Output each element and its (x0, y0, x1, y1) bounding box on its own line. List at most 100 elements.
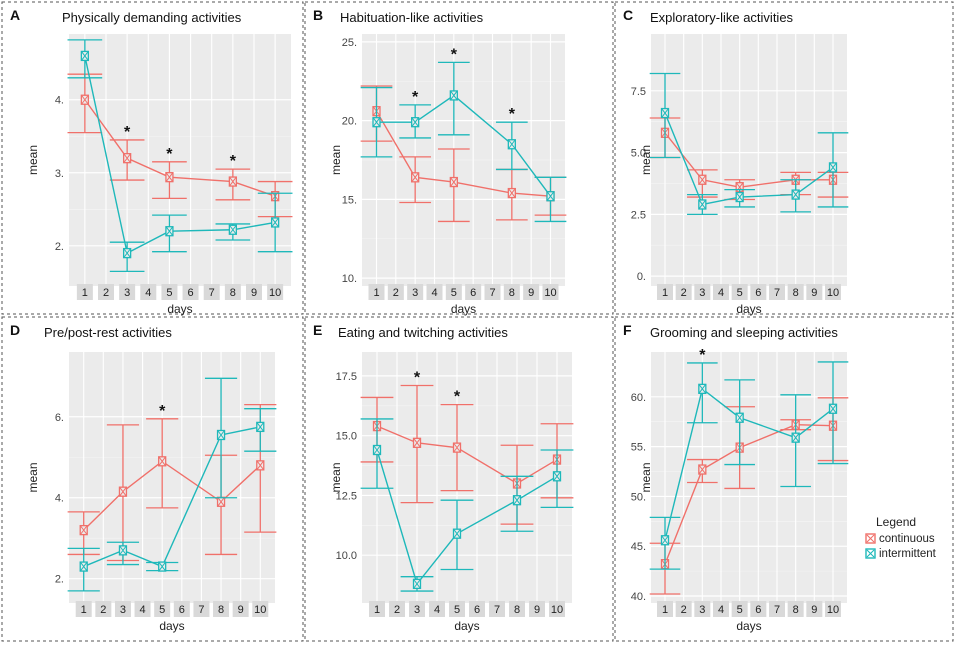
data-point-cross (119, 487, 127, 496)
x-tick-label: 5 (159, 604, 165, 616)
x-tick-label: 6 (188, 287, 194, 299)
x-axis-label: days (736, 302, 761, 316)
x-tick-box (489, 601, 505, 617)
series-intermittent (649, 361, 849, 570)
data-point-cross (119, 546, 127, 555)
y-tick-label: 2. (55, 574, 64, 586)
plot-background (362, 352, 572, 603)
data-point-cross (453, 529, 461, 538)
panel-F: F Grooming and sleeping activities 40. 45. 5… (623, 322, 849, 633)
legend-swatch-intermittent (865, 548, 876, 559)
data-point-cross (158, 562, 166, 571)
x-tick-box (731, 284, 748, 300)
x-tick-box (657, 601, 673, 617)
x-tick-label: 1 (662, 604, 668, 616)
x-tick-label: 10 (544, 287, 556, 299)
data-point-cross (81, 51, 89, 61)
x-tick-box (232, 601, 249, 617)
data-point-cross (229, 177, 237, 186)
x-tick-box (98, 284, 114, 300)
x-tick-label: 3 (124, 287, 130, 299)
y-tick-label: 10. (342, 273, 357, 285)
x-tick-box (694, 284, 711, 300)
x-tick-box (675, 601, 692, 617)
data-point-cross (453, 443, 461, 452)
x-tick-box (787, 601, 804, 617)
x-tick-label: 4 (434, 604, 440, 616)
x-tick-label: 5 (737, 604, 743, 616)
data-point-cross (829, 404, 837, 414)
legend-label-continuous: continuous (879, 533, 935, 545)
x-tick-box (825, 601, 841, 617)
x-tick-box (193, 601, 210, 617)
panel-border-C (614, 1, 954, 315)
legend-swatch-cross (866, 549, 875, 558)
x-tick-box (407, 284, 424, 300)
panel-letter: E (313, 322, 322, 338)
x-tick-box (246, 284, 262, 300)
x-tick-label: 6 (755, 604, 761, 616)
x-tick-label: 4 (718, 604, 724, 616)
y-tick-label: 15.0 (336, 431, 357, 443)
data-point-cross (698, 384, 706, 394)
x-tick-box (368, 284, 385, 300)
x-tick-label: 2 (681, 287, 687, 299)
x-tick-box (389, 601, 405, 617)
x-tick-label: 9 (251, 287, 257, 299)
significance-asterisk: * (699, 347, 706, 364)
x-axis-label: days (451, 302, 476, 316)
x-tick-label: 6 (474, 604, 480, 616)
data-point-cross (661, 108, 669, 118)
y-tick-label: 50. (631, 491, 646, 503)
data-point-cross (217, 430, 225, 440)
x-tick-box (750, 284, 767, 300)
panel-letter: B (313, 7, 323, 23)
data-point-cross (413, 579, 421, 589)
data-point-cross (736, 192, 744, 202)
y-tick-label: 6. (55, 412, 64, 424)
x-tick-box (675, 284, 692, 300)
significance-asterisk: * (454, 389, 461, 406)
y-tick-label: 10.0 (336, 550, 357, 562)
x-tick-box (426, 284, 443, 300)
x-tick-box (114, 601, 131, 617)
legend-title: Legend (876, 515, 916, 529)
y-tick-label: 4. (55, 95, 64, 107)
x-tick-label: 1 (374, 604, 380, 616)
series-intermittent (360, 61, 567, 223)
x-tick-box (769, 284, 785, 300)
x-tick-label: 10 (827, 604, 839, 616)
x-tick-box (769, 601, 785, 617)
panel-border-E (304, 316, 614, 642)
y-tick-label: 3. (55, 168, 64, 180)
y-tick-label: 20. (342, 116, 357, 128)
data-point-cross (792, 433, 800, 442)
x-tick-box (75, 601, 92, 617)
x-tick-label: 5 (737, 287, 743, 299)
panel-title: Eating and twitching activities (338, 325, 508, 340)
data-point-cross (256, 422, 264, 432)
x-tick-box (509, 601, 525, 617)
x-tick-label: 7 (494, 604, 500, 616)
y-tick-label: 15. (342, 194, 357, 206)
y-tick-label: 2. (55, 241, 64, 253)
x-tick-label: 6 (470, 287, 476, 299)
significance-asterisk: * (124, 124, 131, 141)
significance-asterisk: * (412, 89, 419, 106)
y-axis-label: mean (329, 462, 343, 492)
x-tick-box (252, 601, 269, 617)
panel-letter: D (10, 322, 20, 338)
x-tick-box (203, 284, 220, 300)
x-tick-box (449, 601, 465, 617)
x-tick-box (657, 284, 673, 300)
x-tick-box (787, 284, 804, 300)
data-point-cross (158, 457, 166, 466)
series-intermittent (67, 377, 277, 592)
x-tick-box (224, 284, 241, 300)
x-tick-label: 5 (451, 287, 457, 299)
x-tick-label: 1 (81, 604, 87, 616)
data-point-cross (217, 497, 225, 507)
data-point-cross (411, 117, 419, 127)
